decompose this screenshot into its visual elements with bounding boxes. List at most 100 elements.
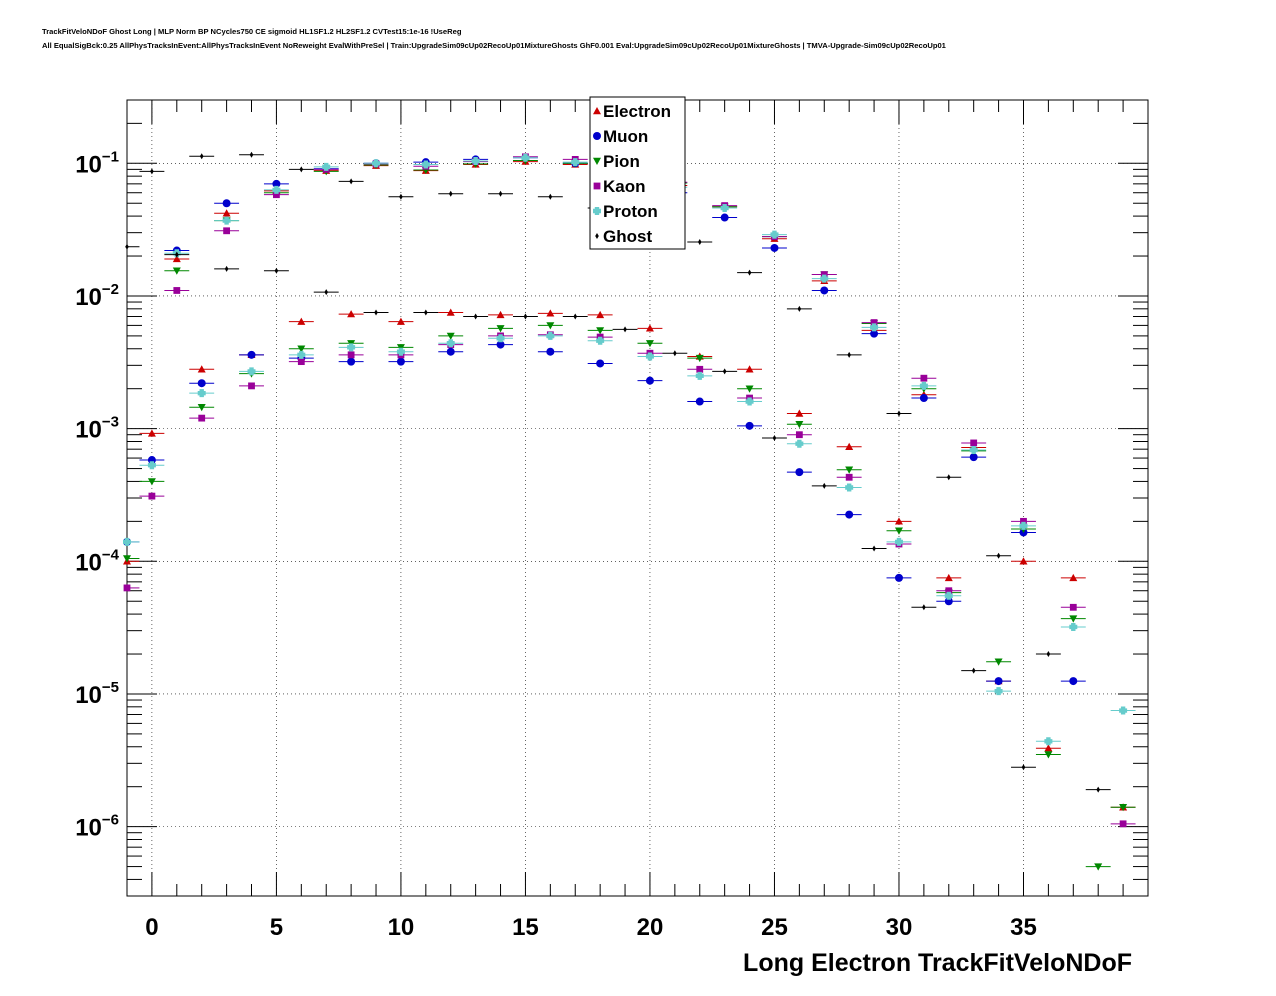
- data-point-proton: [123, 537, 131, 546]
- data-point-ghost: [473, 313, 478, 320]
- data-point-pion: [123, 555, 131, 563]
- data-point-electron: [347, 310, 356, 318]
- data-point-ghost: [573, 313, 578, 320]
- x-tick-label: 5: [270, 914, 283, 941]
- data-point-electron: [944, 573, 953, 582]
- data-point-proton: [421, 160, 430, 169]
- legend-marker-kaon: [593, 182, 601, 190]
- legend-label-proton: Proton: [603, 202, 658, 221]
- data-point-ghost: [722, 368, 727, 375]
- legend-marker-ghost: [595, 233, 599, 239]
- data-point-kaon: [945, 587, 953, 595]
- data-point-electron: [496, 310, 505, 319]
- data-point-ghost: [847, 351, 851, 358]
- data-point-proton: [894, 537, 903, 546]
- data-point-pion: [845, 466, 854, 474]
- data-point-pion: [546, 322, 555, 330]
- chart-title-line-1: TrackFitVeloNDoF Ghost Long | MLP Norm B…: [42, 27, 462, 36]
- data-point-ghost: [1021, 764, 1026, 771]
- data-point-muon: [396, 357, 405, 366]
- data-point-proton: [272, 185, 281, 194]
- data-point-proton: [322, 162, 331, 171]
- data-point-ghost: [125, 243, 129, 250]
- data-point-ghost: [523, 313, 528, 320]
- data-point-proton: [745, 397, 754, 406]
- data-point-proton: [596, 336, 605, 345]
- data-point-pion: [297, 345, 306, 353]
- data-point-muon: [969, 453, 978, 462]
- legend-marker-proton: [593, 207, 601, 215]
- data-point-proton: [994, 687, 1003, 696]
- data-point-muon: [496, 340, 505, 349]
- data-point-proton: [1069, 622, 1078, 631]
- data-point-proton: [347, 343, 356, 352]
- data-point-pion: [496, 325, 505, 333]
- data-point-pion: [695, 354, 704, 363]
- legend: Electron Muon Pion Kaon Proton Ghost: [589, 96, 686, 250]
- data-point-proton: [571, 158, 580, 167]
- data-point-proton: [197, 389, 206, 398]
- data-point-proton: [770, 230, 779, 239]
- data-point-proton: [222, 216, 231, 225]
- data-point-proton: [147, 461, 156, 470]
- data-point-pion: [795, 420, 804, 429]
- data-point-kaon: [297, 358, 305, 366]
- data-point-electron: [596, 310, 605, 319]
- data-point-ghost: [498, 190, 503, 197]
- data-point-muon: [695, 397, 704, 406]
- data-point-kaon: [970, 439, 978, 447]
- data-point-pion: [745, 385, 754, 393]
- data-point-proton: [944, 591, 953, 600]
- legend-label-ghost: Ghost: [603, 227, 652, 246]
- data-point-electron: [745, 365, 754, 373]
- data-point-pion: [1094, 863, 1103, 871]
- data-point-proton: [1019, 521, 1028, 530]
- data-point-muon: [720, 213, 729, 222]
- data-point-kaon: [820, 271, 828, 278]
- data-point-kaon: [347, 351, 355, 359]
- data-point-ghost: [797, 305, 802, 312]
- x-axis-title: Long Electron TrackFitVeloNDoF: [743, 949, 1132, 977]
- data-point-muon: [1069, 677, 1078, 686]
- data-point-proton: [645, 352, 654, 361]
- data-point-ghost: [623, 326, 627, 333]
- data-point-pion: [147, 478, 156, 486]
- data-point-ghost: [822, 482, 827, 489]
- series-pion: [123, 157, 1136, 871]
- data-point-proton: [870, 323, 879, 332]
- data-point-muon: [546, 347, 555, 356]
- data-point-ghost: [1096, 786, 1100, 793]
- data-point-ghost: [548, 193, 553, 200]
- data-point-proton: [1119, 706, 1128, 715]
- data-point-ghost: [673, 350, 677, 357]
- data-point-pion: [197, 404, 206, 412]
- y-tick-label: 10−6: [75, 812, 119, 842]
- data-point-kaon: [198, 414, 206, 422]
- data-point-kaon: [1119, 820, 1127, 828]
- data-point-ghost: [1046, 651, 1051, 658]
- data-point-proton: [471, 157, 480, 166]
- data-point-muon: [745, 421, 754, 430]
- data-point-muon: [870, 329, 879, 338]
- data-point-pion: [645, 340, 654, 348]
- legend-label-kaon: Kaon: [603, 177, 646, 196]
- data-point-kaon: [1020, 517, 1027, 525]
- data-point-electron: [1044, 744, 1053, 752]
- data-point-ghost: [897, 410, 901, 417]
- data-point-electron: [297, 317, 306, 325]
- x-tick-label: 10: [388, 914, 415, 941]
- legend-label-muon: Muon: [603, 127, 648, 146]
- data-point-ghost: [772, 434, 777, 441]
- data-point-proton: [845, 483, 854, 492]
- data-point-ghost: [324, 289, 329, 296]
- data-point-electron: [446, 308, 455, 316]
- data-point-kaon: [248, 382, 255, 390]
- data-point-pion: [596, 327, 605, 335]
- x-tick-label: 30: [886, 914, 913, 941]
- data-point-electron: [546, 309, 555, 317]
- data-point-electron: [172, 254, 181, 263]
- legend-marker-pion: [593, 157, 601, 165]
- data-point-electron: [197, 365, 206, 373]
- data-point-pion: [172, 267, 181, 275]
- legend-marker-muon: [593, 132, 601, 140]
